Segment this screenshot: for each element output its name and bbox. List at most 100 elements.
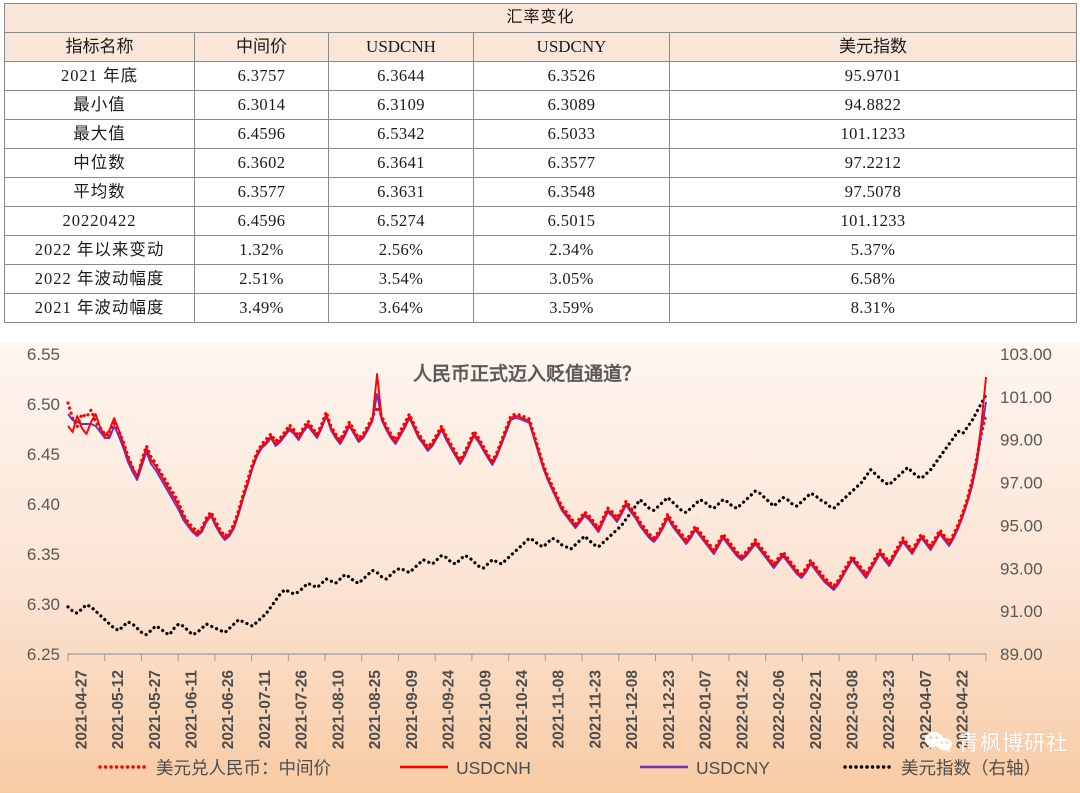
x-axis-tick-label: 2021-07-26 — [294, 670, 311, 750]
x-axis-tick-label: 2021-12-23 — [661, 670, 678, 750]
table-row: 2022 年波动幅度 2.51% 3.54% 3.05% 6.58% — [4, 264, 1078, 294]
column-header-indicator: 指标名称 — [4, 32, 195, 62]
value-mid: 6.4596 — [194, 206, 329, 236]
value-mid: 6.4596 — [194, 119, 329, 149]
value-usdcny: 6.3577 — [473, 148, 670, 178]
value-usdcny: 6.3526 — [473, 61, 670, 91]
value-mid: 6.3014 — [194, 90, 329, 120]
value-usdcny: 6.3548 — [473, 177, 670, 207]
table-title: 汇率变化 — [3, 3, 1078, 33]
value-usdcnh: 6.5342 — [328, 119, 474, 149]
value-usdcnh: 3.64% — [328, 293, 474, 323]
value-dxy: 5.37% — [668, 235, 1078, 265]
value-usdcny: 3.59% — [473, 293, 670, 323]
table-row: 2022 年以来变动 1.32% 2.56% 2.34% 5.37% — [4, 235, 1078, 265]
table-row: 2021 年底 6.3757 6.3644 6.3526 95.9701 — [4, 61, 1078, 91]
y2-axis-tick-label: 91.00 — [1000, 602, 1043, 621]
value-dxy: 97.2212 — [668, 148, 1078, 178]
x-axis-tick-label: 2022-04-22 — [955, 670, 972, 749]
x-axis-tick-label: 2022-03-08 — [844, 670, 861, 750]
x-axis-tick-label: 2021-11-23 — [587, 670, 604, 749]
x-axis-tick-label: 2022-01-22 — [734, 670, 751, 749]
value-dxy: 94.8822 — [668, 90, 1078, 120]
table-row: 20220422 6.4596 6.5274 6.5015 101.1233 — [4, 206, 1078, 236]
value-usdcnh: 6.5274 — [328, 206, 474, 236]
value-usdcnh: 6.3631 — [328, 177, 474, 207]
label: 2021 年底 — [4, 61, 195, 91]
x-axis-tick-label: 2021-06-11 — [184, 670, 201, 749]
y-axis-tick-label: 6.25 — [27, 645, 60, 664]
table-row: 最小值 6.3014 6.3109 6.3089 94.8822 — [4, 90, 1078, 120]
x-axis-tick-label: 2022-03-23 — [881, 670, 898, 750]
value-usdcnh: 6.3109 — [328, 90, 474, 120]
x-axis-tick-label: 2021-10-24 — [514, 670, 531, 750]
label: 最大值 — [4, 119, 195, 149]
value-mid: 6.3577 — [194, 177, 329, 207]
legend-label-usdcny: USDCNY — [696, 758, 770, 778]
value-usdcnh: 6.3644 — [328, 61, 474, 91]
table-row: 最大值 6.4596 6.5342 6.5033 101.1233 — [4, 119, 1078, 149]
value-mid: 1.32% — [194, 235, 329, 265]
chart-legend: 美元兑人民币：中间价 USDCNH USDCNY 美元指数（右轴） — [98, 758, 1041, 778]
value-usdcny: 6.5015 — [473, 206, 670, 236]
value-mid: 2.51% — [194, 264, 329, 294]
value-dxy: 101.1233 — [668, 206, 1078, 236]
value-dxy: 97.5078 — [668, 177, 1078, 207]
series-line-usdcnh — [67, 373, 987, 589]
label: 2022 年以来变动 — [4, 235, 195, 265]
y-axis-tick-label: 6.45 — [27, 445, 60, 464]
series-line-dxy — [66, 393, 988, 637]
value-usdcnh: 3.54% — [328, 264, 474, 294]
x-axis-tick-label: 2021-09-09 — [404, 670, 421, 750]
x-axis-tick-label: 2021-07-11 — [257, 670, 274, 749]
fx-summary-table-container: 汇率变化 指标名称 中间价 USDCNH USDCNY 美元指数 2021 年底… — [0, 0, 1080, 342]
value-usdcny: 2.34% — [473, 235, 670, 265]
y-axis-tick-label: 6.35 — [27, 545, 60, 564]
x-axis-tick-label: 2021-06-26 — [220, 670, 237, 750]
x-axis-tick-label: 2021-09-24 — [441, 670, 458, 750]
x-axis-tick-label: 2022-02-21 — [808, 670, 825, 750]
column-header-usdcny: USDCNY — [473, 32, 670, 62]
y2-axis-tick-label: 97.00 — [1000, 474, 1043, 493]
x-axis-tick-label: 2021-08-10 — [330, 670, 347, 749]
legend-label-dxy: 美元指数（右轴） — [901, 758, 1041, 778]
y2-axis-tick-label: 101.00 — [1000, 388, 1052, 407]
table-title-row: 汇率变化 — [3, 3, 1078, 33]
x-axis-tick-label: 2021-10-09 — [477, 670, 494, 750]
x-axis-tick-label: 2021-11-08 — [551, 670, 568, 749]
y2-axis-tick-label: 95.00 — [1000, 516, 1043, 535]
y-axis-tick-label: 6.40 — [27, 495, 60, 514]
legend-label-mid: 美元兑人民币：中间价 — [156, 758, 331, 778]
fx-summary-table: 汇率变化 指标名称 中间价 USDCNH USDCNY 美元指数 2021 年底… — [3, 3, 1078, 323]
table-row: 平均数 6.3577 6.3631 6.3548 97.5078 — [4, 177, 1078, 207]
label: 2022 年波动幅度 — [4, 264, 195, 294]
value-usdcny: 6.5033 — [473, 119, 670, 149]
value-usdcnh: 2.56% — [328, 235, 474, 265]
value-usdcnh: 6.3641 — [328, 148, 474, 178]
y2-axis-tick-label: 103.00 — [1000, 345, 1052, 364]
label: 2021 年波动幅度 — [4, 293, 195, 323]
table-header-row: 指标名称 中间价 USDCNH USDCNY 美元指数 — [4, 32, 1078, 62]
y-axis-tick-label: 6.50 — [27, 395, 60, 414]
y2-axis-tick-label: 99.00 — [1000, 431, 1043, 450]
series-line-usdcny — [67, 393, 987, 591]
series-line-mid — [66, 401, 988, 588]
value-usdcny: 6.3089 — [473, 90, 670, 120]
value-dxy: 8.31% — [668, 293, 1078, 323]
x-axis-tick-label: 2022-02-06 — [771, 670, 788, 750]
x-axis-tick-label: 2021-04-27 — [73, 670, 90, 749]
y-axis-tick-label: 6.30 — [27, 595, 60, 614]
x-axis-tick-label: 2021-05-12 — [110, 670, 127, 749]
y2-axis-tick-label: 89.00 — [1000, 645, 1043, 664]
label: 平均数 — [4, 177, 195, 207]
x-axis-tick-label: 2021-05-27 — [147, 670, 164, 749]
column-header-usdcnh: USDCNH — [328, 32, 474, 62]
value-usdcny: 3.05% — [473, 264, 670, 294]
column-header-mid: 中间价 — [194, 32, 329, 62]
x-axis-tick-label: 2022-01-07 — [698, 670, 715, 749]
y-axis-tick-label: 6.55 — [27, 345, 60, 364]
value-mid: 3.49% — [194, 293, 329, 323]
value-dxy: 95.9701 — [668, 61, 1078, 91]
x-axis-tick-label: 2022-04-07 — [918, 670, 935, 749]
